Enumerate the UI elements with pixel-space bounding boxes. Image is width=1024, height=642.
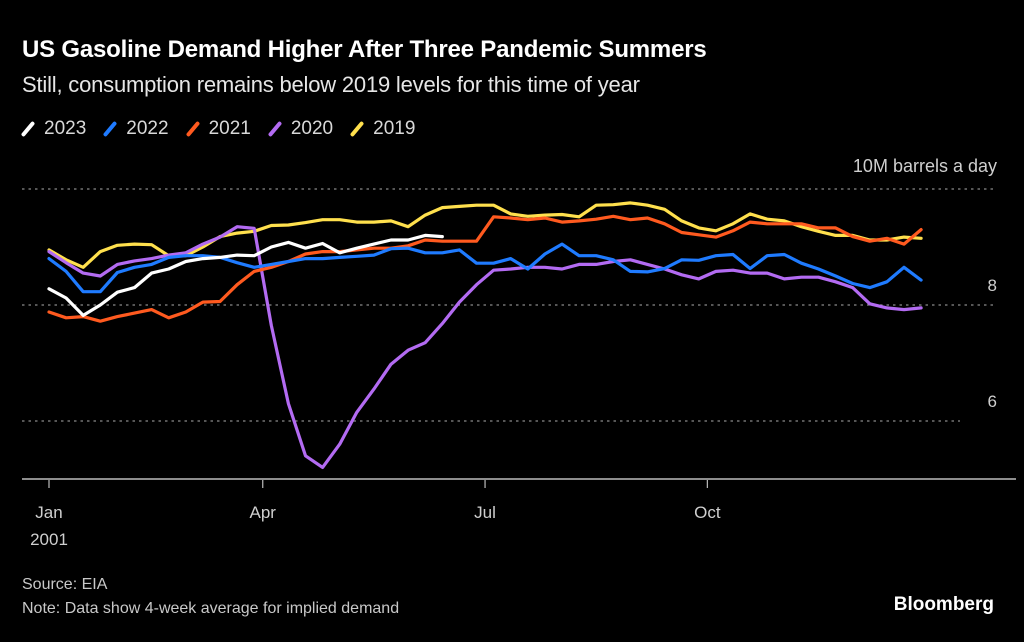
y-tick-label: 8 [988, 276, 997, 295]
legend-label: 2020 [290, 118, 334, 139]
series-line-2022 [47, 242, 923, 294]
series-line-2023 [47, 233, 444, 317]
x-axis: Jan 2001 Apr Jul Oct [22, 478, 1016, 549]
x-tick-sublabel: 2001 [30, 530, 68, 549]
series-line-2020 [47, 225, 923, 469]
series-line-2019 [47, 201, 923, 269]
chart-title: US Gasoline Demand Higher After Three Pa… [22, 36, 707, 63]
y-tick-labels: 86 [988, 276, 997, 411]
y-axis-unit-label: 10M barrels a day [852, 156, 997, 176]
legend-label: 2021 [208, 118, 251, 139]
legend-item-2019: 2019 [349, 118, 416, 140]
legend-label: 2019 [373, 118, 416, 139]
series-line-2021 [47, 214, 923, 323]
legend-item-2023: 2023 [20, 118, 87, 140]
bloomberg-logo: Bloomberg [893, 594, 994, 615]
legend-label: 2023 [44, 118, 87, 139]
y-tick-label: 6 [988, 392, 997, 411]
source-note: Source: EIA [22, 576, 108, 593]
legend-label: 2022 [126, 118, 169, 139]
data-note: Note: Data show 4-week average for impli… [22, 600, 400, 617]
legend-item-2022: 2022 [102, 118, 169, 140]
chart-subtitle: Still, consumption remains below 2019 le… [22, 72, 640, 97]
x-tick-label: Apr [250, 503, 277, 522]
x-tick-label: Jan [35, 503, 62, 522]
legend: 2023 2022 2021 2020 2019 [20, 118, 433, 140]
legend-item-2020: 2020 [267, 118, 334, 140]
x-tick-label: Oct [694, 503, 721, 522]
gridlines [22, 188, 995, 422]
series-lines [47, 201, 923, 469]
x-tick-label: Jul [474, 503, 496, 522]
legend-item-2021: 2021 [185, 118, 251, 140]
